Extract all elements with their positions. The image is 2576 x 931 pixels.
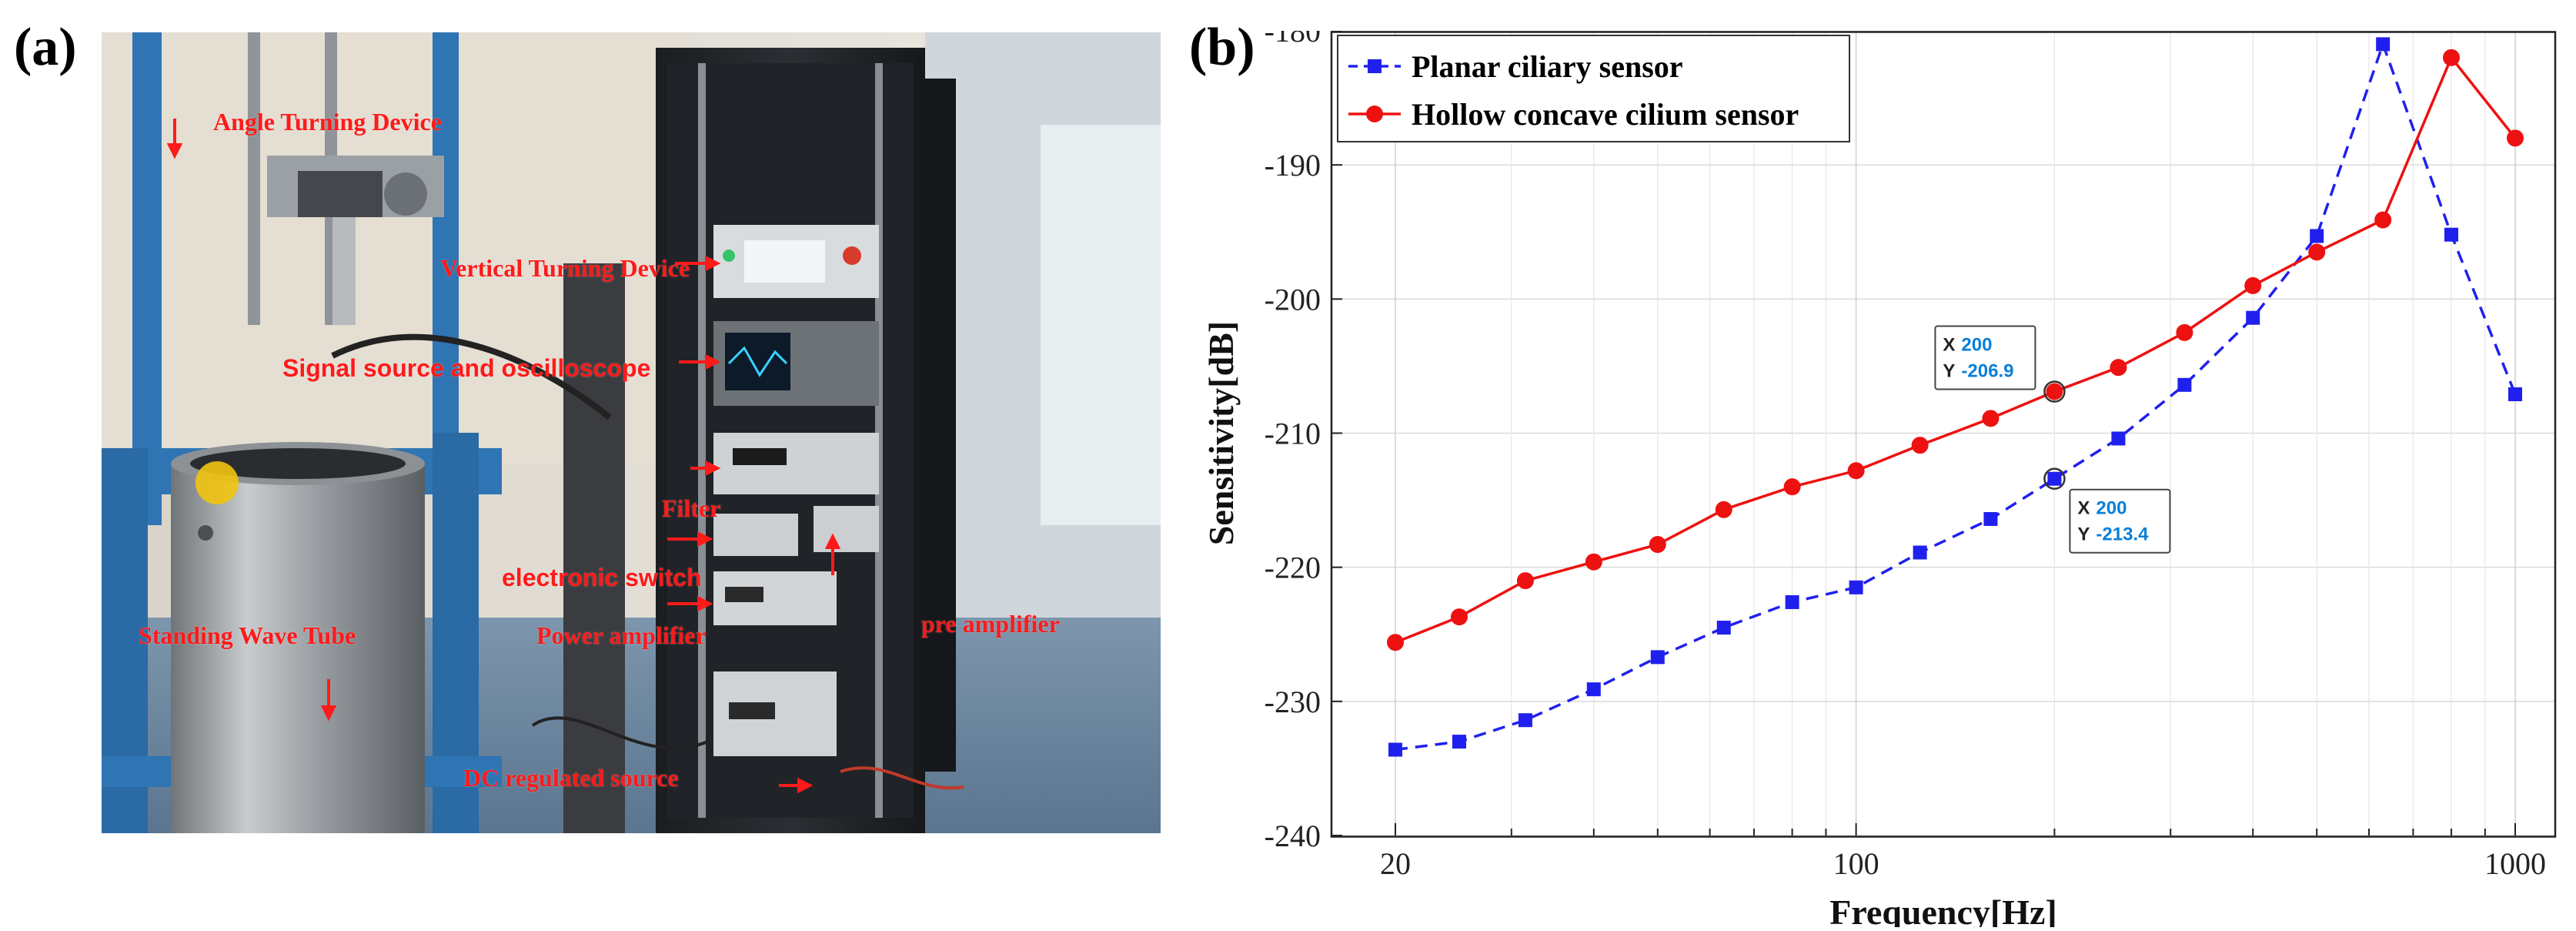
datatip-0: X 200 Y -206.9 <box>1934 325 2066 403</box>
data-point-hollow <box>1516 572 1534 590</box>
datatip-y-value: -206.9 <box>1961 361 2013 382</box>
data-point-planar <box>1650 650 1665 665</box>
legend-box <box>1337 35 1850 142</box>
series-line-0 <box>1395 40 2517 752</box>
label-standing-wave-tube: Standing Wave Tube <box>139 621 356 649</box>
data-point-planar <box>2047 471 2062 486</box>
datatip-x-label: X <box>1943 335 1955 356</box>
datatip-box <box>1934 325 2036 390</box>
legend-label-1: Hollow concave cilium sensor <box>1412 97 1799 132</box>
photo-illustration <box>102 32 1161 833</box>
datatip-marker <box>2043 380 2066 403</box>
x-tick-label: 20 <box>1380 846 1411 881</box>
experiment-photo: Angle Turning Device Vertical Turning De… <box>102 32 1161 833</box>
y-tick-label: -190 <box>1265 148 1321 183</box>
data-point-hollow <box>2507 129 2524 147</box>
datatip-y-value: -213.4 <box>2096 524 2149 545</box>
label-vertical-turning-device: Vertical Turning Device <box>440 254 690 282</box>
data-point-hollow <box>1386 634 1404 651</box>
data-point-hollow <box>2176 323 2193 341</box>
data-point-planar <box>2177 377 2192 392</box>
label-pre-amplifier: pre amplifier <box>921 610 1060 638</box>
y-tick-label: -210 <box>1265 417 1321 451</box>
legend: Planar ciliary sensor Hollow concave cili… <box>1337 35 1850 142</box>
y-tick-label: -200 <box>1265 282 1321 316</box>
label-signal-source-oscilloscope: Signal source and oscilloscope <box>282 354 651 382</box>
label-dc-regulated-source: DC regulated source <box>463 764 679 792</box>
y-tick-label: -220 <box>1265 551 1321 585</box>
label-power-amplifier: Power amplifier <box>536 621 707 649</box>
legend-marker-0 <box>1368 59 1382 73</box>
data-point-hollow <box>2374 211 2392 229</box>
data-point-hollow <box>1715 501 1732 518</box>
axis-ticks: -240 -230 -220 -210 -200 -190 -180 20 100 1000 <box>1265 14 2546 881</box>
data-point-planar <box>1518 713 1532 728</box>
label-filter: Filter <box>662 494 721 522</box>
photo-arrows <box>166 119 841 794</box>
data-point-hollow <box>2110 359 2127 377</box>
data-point-planar <box>1849 580 1863 594</box>
series-layer <box>1386 37 2524 757</box>
data-point-planar <box>2111 431 2126 446</box>
grid-lines <box>1331 30 2555 836</box>
data-point-hollow <box>2443 49 2461 66</box>
x-axis-label: Frequency[Hz] <box>1829 892 2057 927</box>
data-point-hollow <box>1450 608 1468 626</box>
datatip-x-value: 200 <box>2096 498 2127 519</box>
data-point-hollow <box>1847 462 1865 480</box>
data-point-hollow <box>1585 553 1602 571</box>
panel-label-a: (a) <box>14 18 77 77</box>
data-point-hollow <box>1649 536 1666 554</box>
label-electronic-switch: electronic switch <box>502 564 702 591</box>
data-point-planar <box>2376 37 2391 52</box>
datatip-y-label: Y <box>1943 361 1955 382</box>
datatips: X 200 Y -206.9 X 200 Y -213.4 <box>1934 325 2171 554</box>
data-point-planar <box>1452 735 1466 749</box>
datatip-x-value: 200 <box>1961 335 1992 356</box>
datatip-x-label: X <box>2077 498 2090 519</box>
x-tick-label: 1000 <box>2484 846 2546 881</box>
datatip-y-label: Y <box>2077 524 2090 545</box>
data-point-planar <box>1586 682 1601 697</box>
data-point-planar <box>1716 621 1731 635</box>
series-line-1 <box>1395 55 2517 644</box>
data-point-planar <box>2508 387 2523 401</box>
data-point-planar <box>2444 227 2459 242</box>
data-point-planar <box>2310 229 2324 243</box>
data-point-hollow <box>1982 410 2000 427</box>
data-point-planar <box>2246 310 2260 325</box>
datatip-1: X 200 Y -213.4 <box>2043 467 2171 554</box>
label-angle-turning-device: Angle Turning Device <box>213 108 442 136</box>
data-point-hollow <box>2244 276 2262 294</box>
data-point-planar <box>1785 594 1799 609</box>
x-tick-label: 100 <box>1833 846 1879 881</box>
legend-label-0: Planar ciliary sensor <box>1412 49 1683 84</box>
plot-frame <box>1330 31 2557 838</box>
data-point-hollow <box>1911 437 1929 454</box>
y-tick-label: -230 <box>1265 685 1321 719</box>
data-point-planar <box>1983 511 1998 526</box>
data-point-planar <box>1913 545 1927 560</box>
data-point-hollow <box>1783 478 1801 496</box>
data-point-hollow <box>2046 383 2063 400</box>
y-tick-label: -180 <box>1265 31 1321 49</box>
panel-label-b: (b) <box>1189 18 1255 77</box>
y-axis-label: Sensitivity[dB] <box>1201 321 1241 545</box>
data-point-planar <box>1388 742 1402 757</box>
datatip-box <box>2069 488 2171 554</box>
data-point-hollow <box>2308 243 2326 261</box>
datatip-marker <box>2043 467 2066 490</box>
y-tick-label: -240 <box>1265 819 1321 853</box>
legend-marker-1 <box>1366 105 1383 122</box>
